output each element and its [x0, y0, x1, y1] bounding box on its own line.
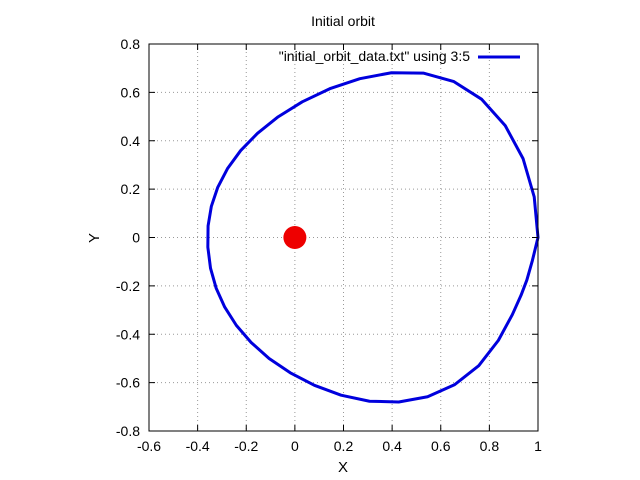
plot-area	[206, 71, 540, 404]
x-tick-label: -0.6	[137, 438, 161, 454]
x-tick-label: -0.2	[234, 438, 258, 454]
y-tick-label: 0	[132, 230, 140, 246]
central-body-point	[283, 226, 307, 249]
legend: "initial_orbit_data.txt" using 3:5	[279, 48, 520, 64]
axis-ticks	[148, 43, 539, 432]
chart-title: Initial orbit	[311, 13, 375, 29]
x-tick-label: 0.8	[480, 438, 500, 454]
x-tick-label: 1	[534, 438, 542, 454]
x-tick-label: 0.4	[382, 438, 402, 454]
y-tick-label: 0.2	[121, 181, 141, 197]
y-tick-label: -0.6	[116, 375, 140, 391]
y-axis-title: Y	[86, 233, 103, 243]
x-tick-label: -0.4	[186, 438, 210, 454]
y-tick-label: 0.6	[121, 84, 141, 100]
legend-label: "initial_orbit_data.txt" using 3:5	[279, 48, 470, 64]
y-tick-label: -0.4	[116, 326, 140, 342]
y-tick-label: 0.8	[121, 36, 141, 52]
x-tick-label: 0	[291, 438, 299, 454]
x-axis-title: X	[338, 459, 348, 476]
y-tick-label: 0.4	[121, 133, 141, 149]
x-tick-label: 0.6	[431, 438, 451, 454]
tick-labels: -0.6 -0.4 -0.2 0 0.2 0.4 0.6 0.8 1-0.8-0.6-0.4-0…	[116, 36, 542, 454]
y-tick-label: -0.2	[116, 278, 140, 294]
orbit-line	[206, 71, 540, 404]
x-tick-label: 0.2	[334, 438, 354, 454]
y-tick-label: -0.8	[116, 423, 140, 439]
